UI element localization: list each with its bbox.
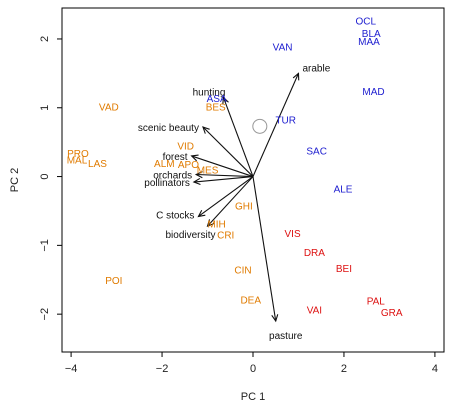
score-label: GHI <box>235 201 253 212</box>
loading-label: hunting <box>193 87 226 98</box>
score-label: BEI <box>336 264 352 275</box>
arrow-head <box>202 126 210 134</box>
arrow-head <box>206 219 215 228</box>
score-label: VIS <box>285 229 301 240</box>
score-label: DEA <box>240 296 261 307</box>
score-label: TUR <box>275 115 296 126</box>
loading-arrow <box>196 173 254 178</box>
score-label: BLA <box>362 29 381 40</box>
loading-label: biodiversity <box>165 230 215 241</box>
score-label: MAA <box>358 37 380 48</box>
score-label: ALM <box>154 159 175 170</box>
loading-label: pollinators <box>144 178 190 189</box>
loading-label: pasture <box>269 331 303 342</box>
x-axis-title: PC 1 <box>241 391 265 403</box>
loading-label: orchards <box>153 170 192 181</box>
score-label: SAC <box>306 146 327 157</box>
loading-arrows: arable hunting scenic beauty forest orchards… <box>138 63 331 342</box>
score-label: OCL <box>355 16 376 27</box>
circle-marker <box>252 118 268 134</box>
loading-arrow <box>222 97 254 177</box>
loading-label: arable <box>302 63 330 74</box>
score-label: CRI <box>217 230 234 241</box>
x-tick-label: 4 <box>432 363 438 375</box>
x-axis-ticks: −4 −2 0 2 4 <box>65 352 438 375</box>
score-label: LAS <box>88 159 107 170</box>
score-label: CIN <box>234 265 251 276</box>
score-label: ALE <box>334 184 353 195</box>
score-label: VAI <box>307 305 322 316</box>
loading-arrow <box>252 176 277 322</box>
score-label: BES <box>206 102 226 113</box>
score-label: VID <box>177 142 194 153</box>
loading-arrow <box>207 176 254 227</box>
x-tick-label: −2 <box>156 363 169 375</box>
loading-arrow <box>193 176 254 183</box>
loading-arrow <box>198 176 254 217</box>
score-label: VAD <box>99 102 119 113</box>
arrow-head <box>190 154 199 162</box>
score-label: MIH <box>207 219 225 230</box>
arrow-head <box>292 72 300 81</box>
arrow-head <box>194 171 203 179</box>
y-tick-label: −2 <box>39 308 51 321</box>
score-label: MAL <box>67 155 88 166</box>
x-tick-label: −4 <box>65 363 78 375</box>
score-label: MES <box>197 166 219 177</box>
arrow-head <box>192 177 201 186</box>
score-label: POI <box>105 276 122 287</box>
x-tick-label: 0 <box>250 363 256 375</box>
arrow-head <box>222 96 229 105</box>
loading-label: scenic beauty <box>138 123 199 134</box>
score-label: APO <box>178 160 199 171</box>
arrow-head <box>197 210 206 218</box>
y-tick-label: 1 <box>39 105 51 111</box>
loading-arrow <box>202 126 254 177</box>
y-axis-ticks: −2 −1 0 1 2 <box>39 36 62 321</box>
y-tick-label: 0 <box>39 173 51 179</box>
loading-arrow <box>252 73 299 177</box>
loading-arrow <box>191 155 254 178</box>
x-tick-label: 2 <box>341 363 347 375</box>
score-label: GRA <box>381 308 403 319</box>
y-axis-title: PC 2 <box>9 168 21 192</box>
score-label: PAL <box>367 296 386 307</box>
score-label: DRA <box>304 248 325 259</box>
loading-label: C stocks <box>156 210 194 221</box>
score-label: VAN <box>273 43 293 54</box>
score-label: MAD <box>362 87 384 98</box>
y-tick-label: 2 <box>39 36 51 42</box>
loading-label: forest <box>163 152 188 163</box>
score-label: PRO <box>67 149 89 160</box>
y-tick-label: −1 <box>39 239 51 252</box>
arrow-head <box>271 314 279 323</box>
score-label: ASA <box>207 94 227 105</box>
